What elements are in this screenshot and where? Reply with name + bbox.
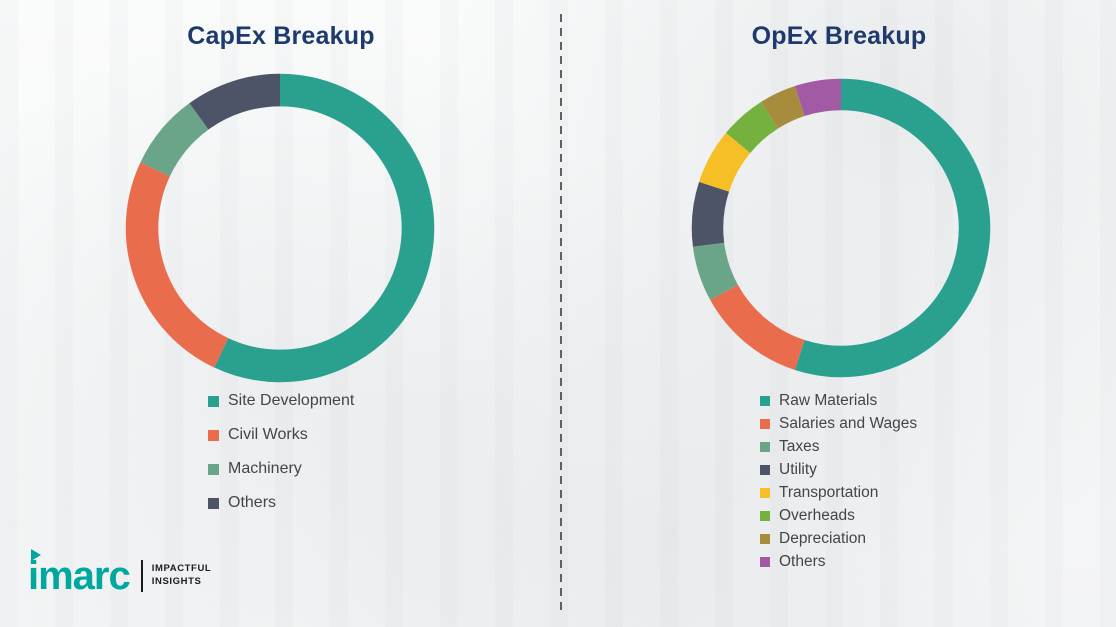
legend-item: Others xyxy=(760,553,917,571)
donut-segment-others xyxy=(189,73,281,130)
legend-label: Taxes xyxy=(779,438,820,455)
legend-swatch xyxy=(208,429,219,441)
legend-label: Machinery xyxy=(228,460,302,477)
legend-swatch xyxy=(760,488,770,498)
legend-label: Civil Works xyxy=(228,426,308,443)
legend-item: Depreciation xyxy=(760,530,917,548)
capex-panel: CapEx Breakup Site Development Civil Work… xyxy=(125,22,435,512)
capex-legend: Site Development Civil Works Machinery Othe… xyxy=(208,392,354,512)
legend-label: Salaries and Wages xyxy=(779,415,918,432)
capex-donut-chart xyxy=(125,73,435,383)
donut-segment-taxes xyxy=(692,242,739,300)
logo-flag-icon xyxy=(31,549,41,561)
logo-tagline-line1: IMPACTFUL xyxy=(151,563,212,575)
imarc-logo: imarc IMPACTFUL INSIGHTS xyxy=(28,549,212,598)
legend-item: Raw Materials xyxy=(760,392,917,410)
legend-item: Overheads xyxy=(760,507,917,525)
legend-item: Transportation xyxy=(760,484,917,502)
legend-item: Taxes xyxy=(760,438,917,456)
legend-label: Transportation xyxy=(779,484,879,501)
donut-segment-salaries-and-wages xyxy=(710,284,806,370)
logo-tagline: IMPACTFUL INSIGHTS xyxy=(152,563,212,589)
legend-label: Others xyxy=(228,494,277,511)
logo-tagline-line2: INSIGHTS xyxy=(151,576,202,587)
legend-swatch xyxy=(760,442,770,452)
legend-item: Civil Works xyxy=(208,426,354,444)
legend-label: Others xyxy=(779,553,826,570)
legend-swatch xyxy=(760,396,770,406)
legend-item: Others xyxy=(208,494,354,512)
legend-swatch xyxy=(208,463,219,475)
legend-item: Site Development xyxy=(208,392,354,410)
opex-legend: Raw Materials Salaries and Wages Taxes Util… xyxy=(760,392,917,571)
opex-panel: OpEx Breakup Raw Materials Salaries and W… xyxy=(562,0,1116,627)
donut-segment-site-development xyxy=(214,73,435,383)
legend-swatch xyxy=(760,534,770,544)
donut-segment-depreciation xyxy=(761,86,806,129)
donut-segment-civil-works xyxy=(125,162,229,368)
donut-segment-utility xyxy=(691,181,730,247)
donut-segment-raw-materials xyxy=(794,78,991,378)
legend-swatch xyxy=(760,511,770,521)
legend-swatch xyxy=(760,465,770,475)
capex-chart-title: CapEx Breakup xyxy=(187,22,375,50)
legend-item: Utility xyxy=(760,461,917,479)
donut-segment-machinery xyxy=(140,103,209,177)
legend-label: Utility xyxy=(779,461,817,478)
logo-wordmark: imarc xyxy=(28,549,131,598)
logo-wordmark-text: imarc xyxy=(28,554,131,598)
legend-label: Overheads xyxy=(779,507,855,524)
opex-chart-title: OpEx Breakup xyxy=(751,22,927,50)
legend-label: Site Development xyxy=(228,392,355,409)
divider-dashed-line xyxy=(560,14,562,614)
legend-swatch xyxy=(208,497,219,509)
legend-label: Raw Materials xyxy=(779,392,878,409)
legend-swatch xyxy=(760,419,770,429)
logo-divider-bar xyxy=(140,560,143,592)
donut-segment-overheads xyxy=(726,101,779,154)
legend-label: Depreciation xyxy=(779,530,867,547)
donut-segment-others xyxy=(794,78,842,117)
legend-swatch xyxy=(208,395,219,407)
opex-donut-chart xyxy=(691,78,991,378)
legend-item: Salaries and Wages xyxy=(760,415,917,433)
donut-segment-transportation xyxy=(699,132,751,193)
legend-item: Machinery xyxy=(208,460,354,478)
legend-swatch xyxy=(760,557,770,567)
